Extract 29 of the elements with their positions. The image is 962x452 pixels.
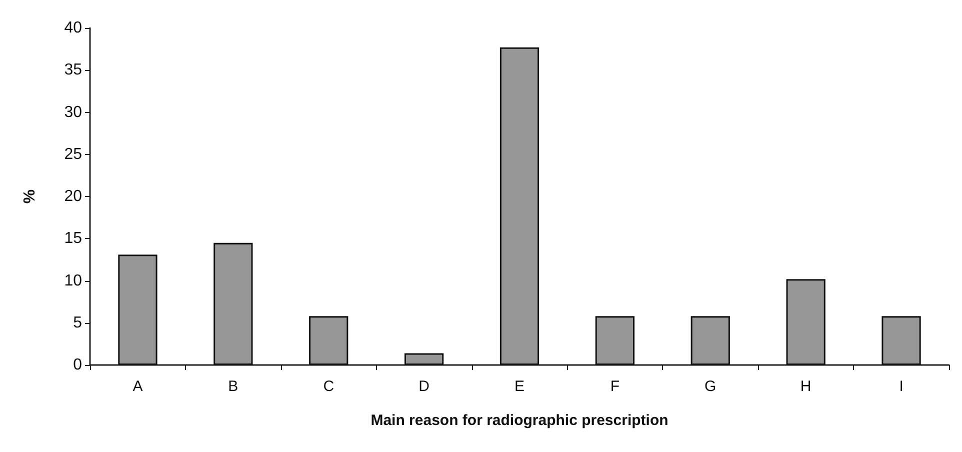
bar bbox=[786, 279, 826, 365]
x-tick-label: E bbox=[514, 378, 525, 395]
bar bbox=[214, 242, 253, 365]
x-tick-label: H bbox=[800, 378, 812, 395]
y-tick-label: 10 bbox=[64, 272, 82, 290]
y-tick-label: 5 bbox=[73, 314, 82, 332]
y-tick-label: 25 bbox=[64, 146, 82, 163]
y-tick-label: 0 bbox=[73, 356, 82, 374]
y-tick-label: 35 bbox=[64, 62, 82, 79]
x-tick-label: A bbox=[132, 378, 143, 395]
y-tick-label: 20 bbox=[64, 188, 82, 205]
bar bbox=[404, 353, 444, 365]
x-tick-label: I bbox=[899, 378, 904, 395]
x-axis-title: Main reason for radiographic prescription bbox=[370, 412, 668, 429]
x-tick-label: G bbox=[704, 378, 716, 395]
bar bbox=[500, 47, 540, 365]
y-tick-label: 40 bbox=[64, 20, 82, 36]
bar bbox=[690, 316, 730, 365]
y-axis-title: % bbox=[22, 189, 38, 204]
y-tick-label: 30 bbox=[64, 104, 82, 121]
x-tick-label: C bbox=[323, 378, 334, 395]
bar bbox=[309, 316, 348, 365]
x-tick-label: B bbox=[228, 378, 238, 395]
bar bbox=[595, 316, 635, 365]
x-tick-label: D bbox=[418, 378, 430, 395]
bar bbox=[118, 254, 158, 365]
y-tick-label: 15 bbox=[64, 230, 82, 248]
x-tick-label: F bbox=[610, 378, 620, 395]
bar bbox=[882, 316, 921, 365]
